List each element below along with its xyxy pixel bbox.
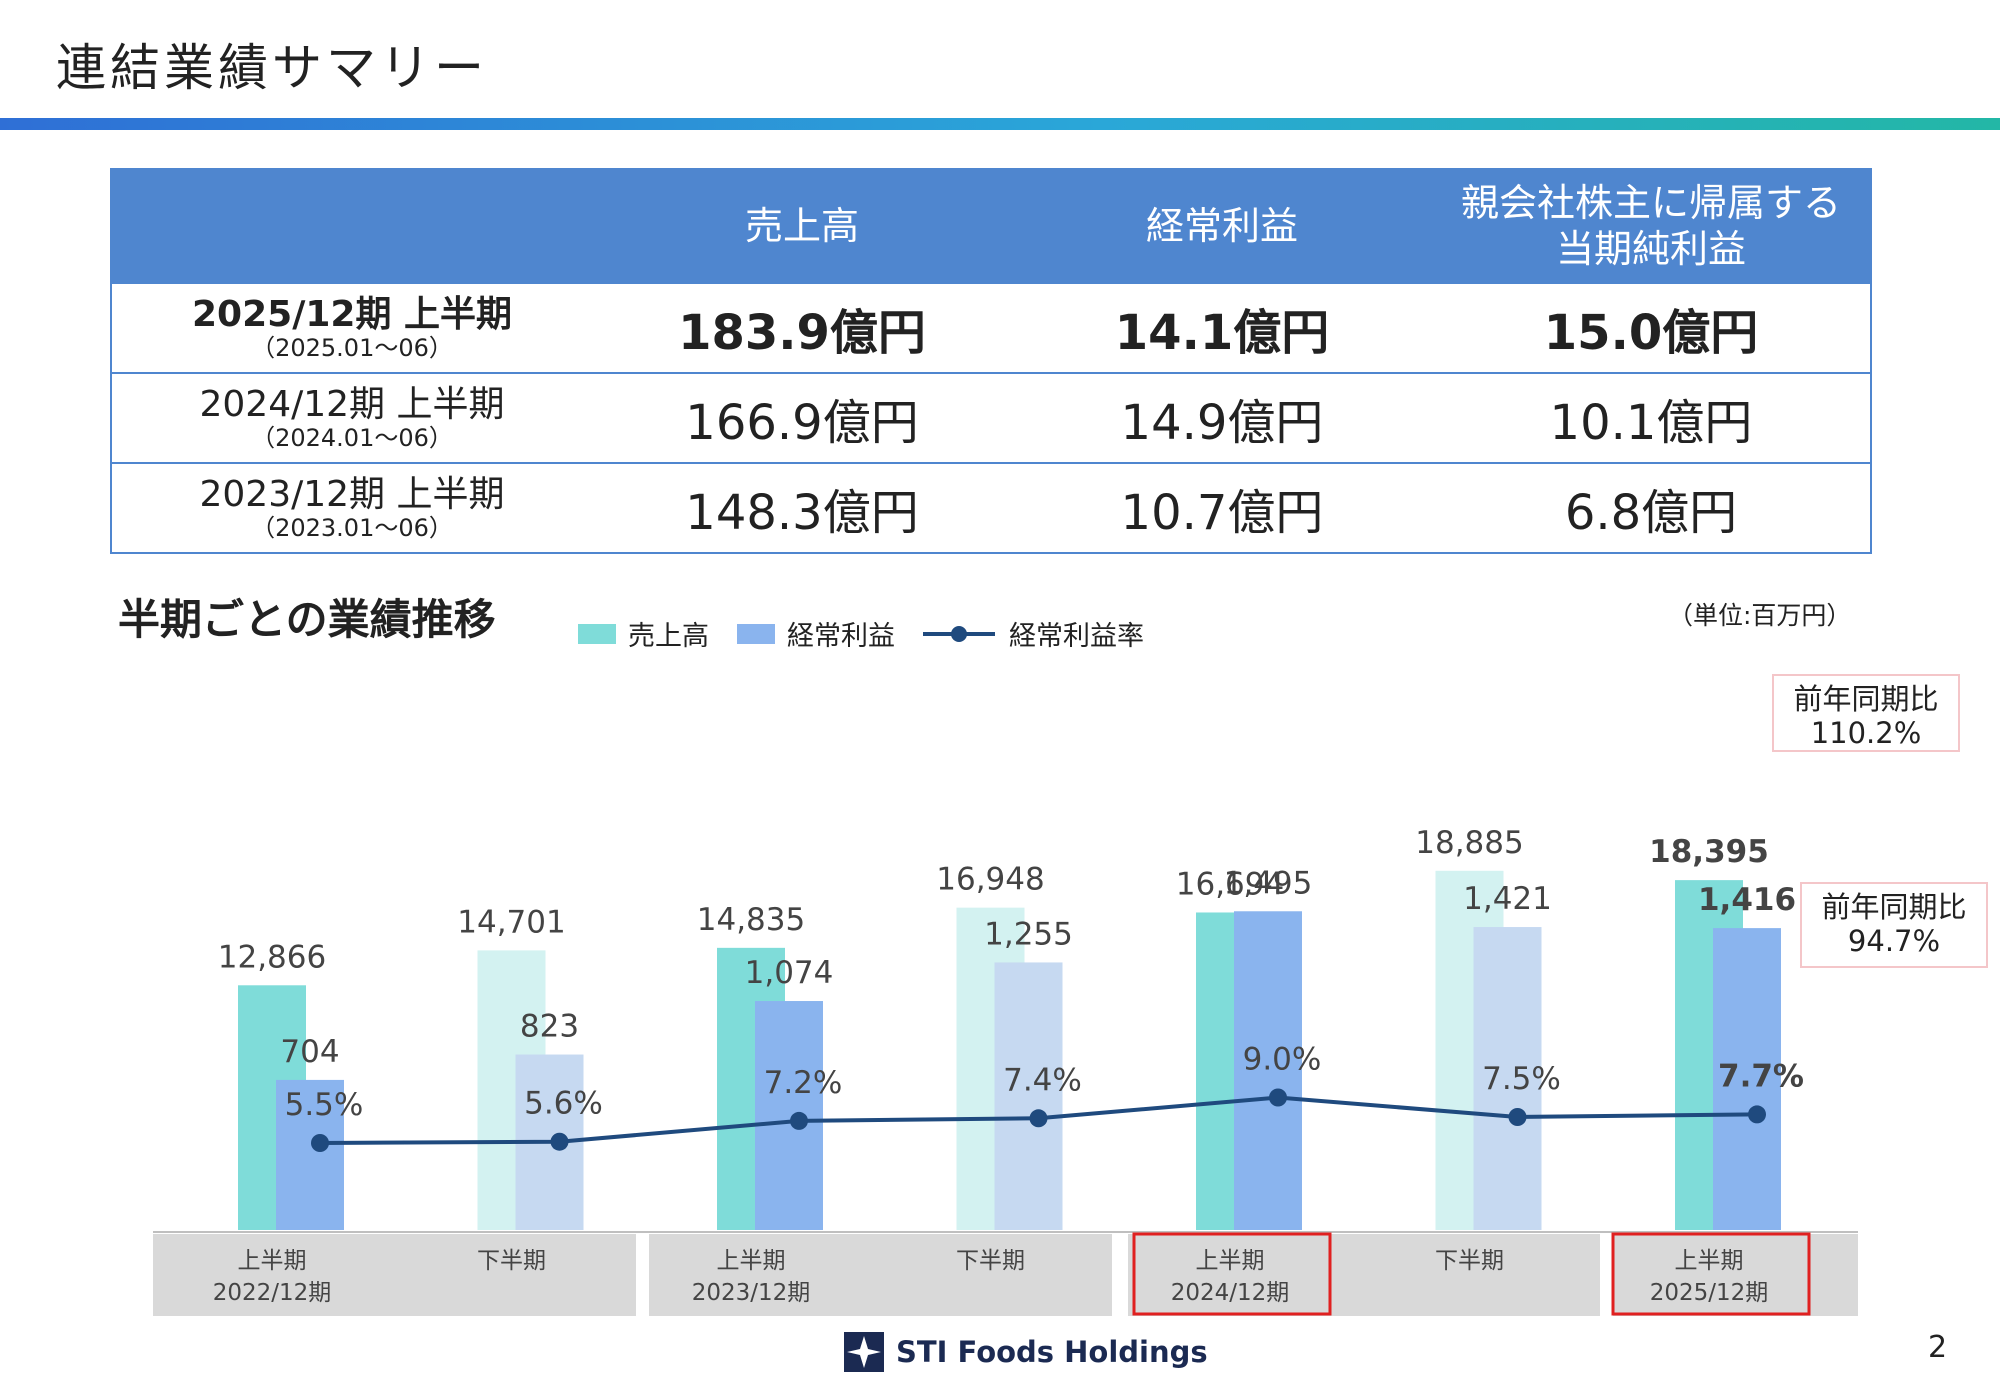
category-tick-label: 下半期 [477,1248,546,1274]
logo-mark-icon [844,1332,884,1372]
page-number: 2 [1928,1330,1948,1365]
title-rule [0,118,2000,130]
category-tick-label: 下半期 [956,1248,1025,1274]
profit-data-label: 823 [520,1009,579,1045]
sales-data-label: 18,885 [1415,825,1523,861]
sales-data-label: 14,701 [457,904,565,940]
category-band-3 [1613,1234,1858,1316]
sales-data-label: 18,395 [1649,834,1769,870]
legend-item-profit: 経常利益 [737,614,895,653]
fiscal-year-tick-label: 2022/12期 [213,1280,332,1306]
margin-data-label: 7.5% [1482,1061,1561,1097]
net-income-value: 15.0億円 [1543,305,1759,361]
profit-data-label: 1,255 [984,916,1073,952]
legend-label-sales: 売上高 [628,621,709,652]
margin-point [550,1132,569,1151]
sales-data-label: 14,835 [697,902,805,938]
table-row: 2023/12期 上半期 （2023.01～06） 148.3億円 10.7億円… [112,462,1870,552]
profit-data-label: 1,416 [1698,882,1796,918]
net-income-value: 6.8億円 [1564,485,1738,541]
sales-data-label: 12,866 [218,939,326,975]
ordinary-profit-value: 10.7億円 [1120,485,1324,541]
margin-data-label: 7.4% [1003,1062,1082,1098]
net-income-value: 10.1億円 [1549,395,1753,451]
margin-point [1748,1105,1766,1124]
sales-value: 183.9億円 [678,305,926,361]
profit-bar [755,1001,823,1230]
unit-label: （単位:百万円） [1668,601,1852,630]
profit-bar [1234,911,1302,1230]
period-label: 2025/12期 上半期 [192,294,512,335]
legend-label-margin: 経常利益率 [1009,621,1144,652]
period-range: （2024.01～06） [251,424,453,452]
legend-label-profit: 経常利益 [787,621,895,652]
category-band-1 [649,1234,1112,1316]
highlight-box [1611,1232,1811,1316]
margin-data-label: 7.2% [764,1065,843,1101]
category-band-2 [1128,1234,1600,1316]
chart-section-title: 半期ごとの業績推移 [118,595,496,644]
fiscal-year-tick-label: 2024/12期 [1171,1280,1290,1306]
category-tick-label: 上半期 [717,1248,786,1274]
margin-point [311,1134,329,1152]
table-row: 2024/12期 上半期 （2024.01～06） 166.9億円 14.9億円… [112,372,1870,462]
margin-point [1269,1088,1287,1107]
category-tick-label: 上半期 [238,1248,307,1274]
profit-bar [276,1079,344,1230]
category-tick-label: 上半期 [1196,1248,1265,1274]
sales-data-label: 16,948 [936,862,1044,898]
profit-data-label: 1,074 [745,955,834,991]
category-band-0 [153,1234,636,1316]
profit-bar [1473,927,1542,1230]
period-range: （2025.01～06） [251,334,453,362]
margin-point [1508,1108,1527,1126]
highlight-box [1132,1232,1332,1316]
legend-item-margin: 経常利益率 [923,614,1144,653]
yoy-profit-label: 前年同期比 [1821,890,1967,924]
period-range: （2023.01～06） [251,514,453,542]
sales-data-label: 16,694 [1176,866,1284,902]
profit-data-label: 1,495 [1224,865,1313,901]
period-label: 2023/12期 上半期 [199,474,505,515]
summary-table: 売上高 経常利益 親会社株主に帰属する 当期純利益 2025/12期 上半期 （… [110,168,1872,554]
header-ordinary-profit: 経常利益 [1145,204,1298,248]
ordinary-profit-value: 14.1億円 [1114,305,1330,361]
margin-data-label: 5.6% [524,1086,603,1122]
legend-item-sales: 売上高 [578,614,709,653]
fiscal-year-tick-label: 2023/12期 [692,1280,811,1306]
legend-swatch-sales [578,623,616,644]
profit-bar [994,962,1063,1230]
margin-point [790,1111,808,1130]
sales-value: 148.3億円 [685,485,919,541]
yoy-profit-value: 94.7% [1847,924,1941,958]
category-tick-label: 上半期 [1675,1248,1744,1274]
profit-data-label: 1,421 [1463,881,1552,917]
margin-data-label: 9.0% [1243,1042,1322,1078]
logo-text: STI Foods Holdings [896,1335,1208,1369]
yoy-sales-box: 前年同期比 110.2% [1772,674,1960,752]
margin-data-label: 5.5% [285,1087,364,1123]
period-label: 2024/12期 上半期 [199,384,505,425]
header-net-income: 親会社株主に帰属する 当期純利益 [1460,181,1841,271]
legend-swatch-profit [737,623,775,644]
margin-point [1029,1109,1048,1128]
legend-swatch-margin [923,624,995,644]
chart-legend: 売上高 経常利益 経常利益率 [578,614,1172,653]
fiscal-year-tick-label: 2025/12期 [1650,1280,1769,1306]
yoy-profit-box: 前年同期比 94.7% [1800,882,1988,968]
sales-value: 166.9億円 [685,395,919,451]
profit-bar [1713,928,1781,1230]
company-logo: STI Foods Holdings [844,1332,1208,1372]
yoy-sales-value: 110.2% [1810,716,1922,750]
category-tick-label: 下半期 [1435,1248,1504,1274]
page-title: 連結業績サマリー [56,39,488,97]
table-row: 2025/12期 上半期 （2025.01～06） 183.9億円 14.1億円… [112,282,1870,372]
ordinary-profit-value: 14.9億円 [1120,395,1324,451]
summary-table-header: 売上高 経常利益 親会社株主に帰属する 当期純利益 [112,170,1870,282]
margin-data-label: 7.7% [1718,1058,1804,1094]
profit-data-label: 704 [280,1034,339,1070]
header-sales: 売上高 [744,204,859,248]
yoy-sales-label: 前年同期比 [1793,682,1939,716]
